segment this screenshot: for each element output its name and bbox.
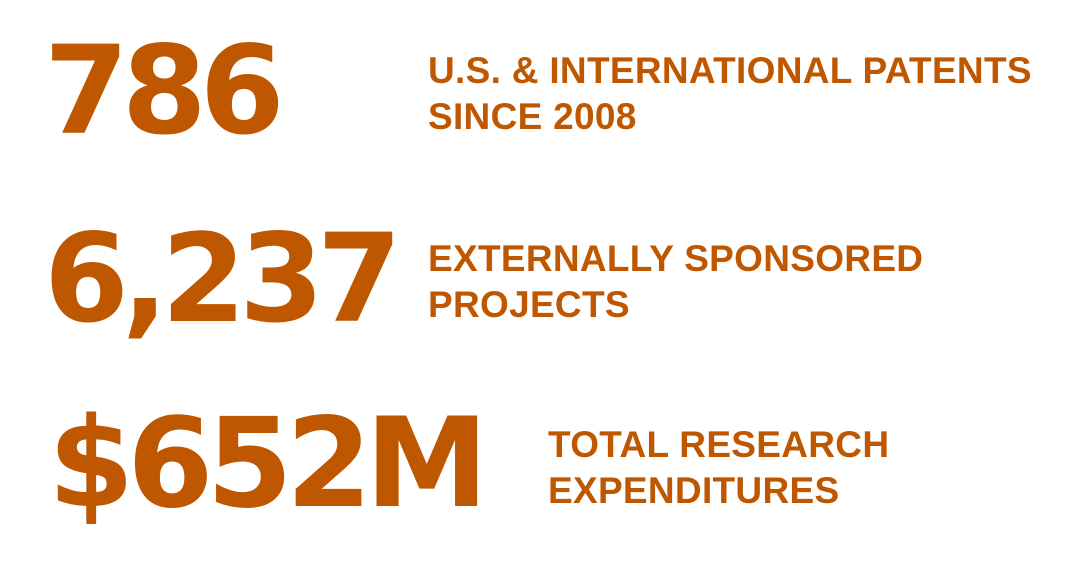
stat-label-line: PROJECTS — [428, 284, 630, 325]
stat-label-line: SINCE 2008 — [428, 96, 637, 137]
stat-value: $652M — [48, 392, 489, 536]
stat-value: 6,237 — [44, 208, 402, 350]
stat-label: U.S. & INTERNATIONAL PATENTS SINCE 2008 — [428, 48, 1032, 140]
stat-label-line: U.S. & INTERNATIONAL PATENTS — [428, 50, 1032, 91]
stat-value: 786 — [44, 20, 285, 162]
stat-label-line: EXPENDITURES — [548, 470, 840, 511]
stat-label: TOTAL RESEARCH EXPENDITURES — [548, 422, 889, 514]
stat-label-line: EXTERNALLY SPONSORED — [428, 238, 924, 279]
stat-label: EXTERNALLY SPONSORED PROJECTS — [428, 236, 923, 328]
stat-label-line: TOTAL RESEARCH — [548, 424, 890, 465]
